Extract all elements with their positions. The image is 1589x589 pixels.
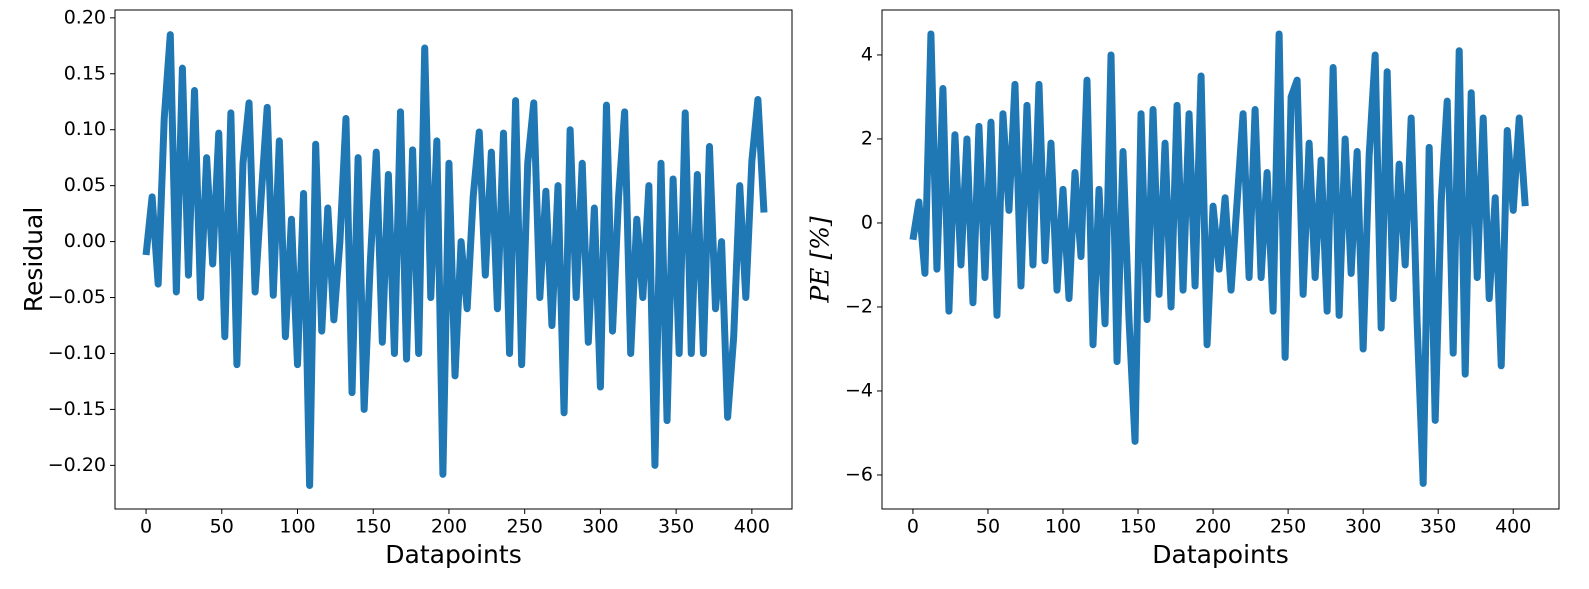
y-tick-label: −0.05: [48, 286, 106, 308]
y-tick-label: −4: [845, 379, 873, 401]
x-tick-label: 0: [140, 516, 152, 538]
x-tick-label: 250: [1270, 516, 1306, 538]
x-tick-label: 50: [210, 516, 234, 538]
x-tick-label: 350: [1420, 516, 1456, 538]
axes-frame: [114, 9, 793, 510]
x-tick-label: 50: [976, 516, 1000, 538]
x-axis-label: Datapoints: [1152, 540, 1288, 569]
x-tick-label: 200: [431, 516, 467, 538]
x-tick-label: 300: [582, 516, 618, 538]
x-tick-label: 150: [1120, 516, 1156, 538]
x-tick-label: 100: [279, 516, 315, 538]
y-tick-label: 0.10: [64, 118, 106, 140]
y-axis-label: PE [%]: [806, 216, 835, 304]
line: [909, 30, 1529, 487]
x-tick-label: 100: [1045, 516, 1081, 538]
y-tick-label: 2: [861, 127, 873, 149]
y-tick-label: 0.05: [64, 174, 106, 196]
y-tick-label: −0.10: [48, 342, 106, 364]
x-tick-label: 200: [1195, 516, 1231, 538]
line: [142, 31, 768, 490]
axes-frame: [881, 9, 1560, 510]
x-tick-label: 300: [1345, 516, 1381, 538]
x-axis-label: Datapoints: [385, 540, 521, 569]
x-tick-label: 150: [355, 516, 391, 538]
x-tick-label: 400: [1495, 516, 1531, 538]
x-tick-label: 250: [507, 516, 543, 538]
y-tick-label: 0.15: [64, 62, 106, 84]
y-tick-label: −2: [845, 295, 873, 317]
y-tick-label: 0.20: [64, 6, 106, 28]
y-tick-label: −0.20: [48, 454, 106, 476]
y-tick-label: 4: [861, 43, 873, 65]
y-tick-label: 0: [861, 211, 873, 233]
x-tick-label: 400: [734, 516, 770, 538]
x-tick-label: 0: [907, 516, 919, 538]
y-tick-label: −6: [845, 463, 873, 485]
y-tick-label: −0.15: [48, 398, 106, 420]
y-axis-label: Residual: [19, 207, 48, 313]
y-tick-label: 0.00: [64, 230, 106, 252]
x-tick-label: 350: [658, 516, 694, 538]
